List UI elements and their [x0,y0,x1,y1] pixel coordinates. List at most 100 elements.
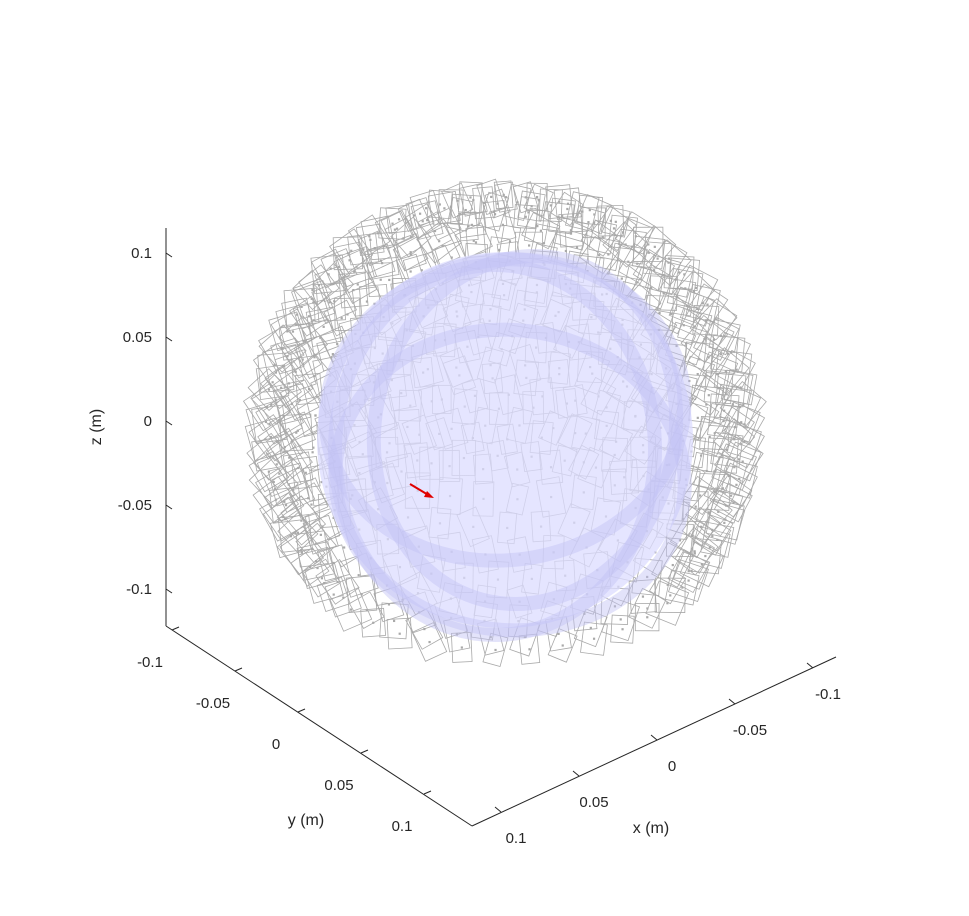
sensor-coil [616,228,647,265]
sensor-center [705,403,708,406]
sensor-center [636,281,639,284]
sensor-center [652,269,656,272]
sensor-coil [294,372,324,405]
sensor-center [624,243,627,246]
sensor-coil [329,587,373,632]
sensor-coil [523,207,551,245]
sensor-center [365,609,368,612]
sensor-coil [723,369,758,406]
sensor-coil [558,212,584,248]
sensor-center [607,253,610,256]
sensor-coil [268,311,307,352]
sensor-center [592,637,596,640]
sensor-center [304,471,307,474]
sensor-center [314,559,318,563]
sensor-coil [316,576,351,613]
sensor-coil [367,262,395,298]
sensor-coil [324,577,362,618]
sensor-coil [663,255,695,290]
sensor-center [332,593,335,596]
sensor-coil [674,532,715,574]
sensor-coil [277,512,319,554]
sensor-center [619,618,622,621]
sensor-center [536,225,539,228]
dipole-head [424,491,434,498]
sensor-coil [669,513,714,559]
sensor-center [271,381,274,384]
sensor-coil [705,498,745,541]
sensor-coil [280,495,320,536]
sensor-coil [274,349,317,395]
sensor-coil [600,205,631,238]
sensor-center [606,272,610,275]
sensor-center [558,200,561,203]
sensor-center [697,358,700,361]
x-tick-label: -0.1 [815,686,841,703]
sensor-coil [259,492,308,542]
sensor-center [601,236,604,239]
sensor-center [690,534,694,538]
sensor-center [739,405,742,409]
sensor-center [669,312,673,315]
sensor-coil [332,236,364,271]
sensor-center [268,423,271,426]
sensor-center [662,274,665,277]
sensor-center [291,330,295,333]
sensor-center [564,249,567,253]
sensor-center [283,500,286,503]
sensor-coil [397,198,431,233]
sensor-coil [302,558,342,598]
sensor-center [321,525,324,528]
sensor-coil [304,508,341,545]
sensor-center [322,325,325,328]
sensor-coil [476,178,506,215]
sensor-center [743,423,746,426]
sensor-center [275,463,278,466]
sensor-center [566,207,569,211]
sensor-center [696,373,699,376]
sensor-center [300,305,303,308]
sensor-center [708,546,711,549]
sensor-center [528,244,531,247]
z-axis-label: z (m) [88,409,105,445]
sensor-coil [295,522,337,565]
y-tick-label: -0.1 [137,654,163,671]
sensor-coil [574,194,614,235]
sensor-center [693,552,696,555]
sensor-center [424,207,428,210]
sensor-center [464,208,467,212]
sensor-center [295,431,298,434]
sensor-center [290,402,294,406]
sensor-coil [264,358,314,409]
sensor-coil [251,404,288,444]
sensor-center [301,358,304,361]
sensor-coil [654,577,686,613]
sensor-coil [564,230,589,265]
sensor-center [278,472,281,475]
sensor-center [687,579,690,582]
sensor-coil [411,622,448,662]
sensor-coil [252,343,296,387]
sensor-center [735,483,738,486]
sensor-center [723,521,726,524]
sensor-center [557,216,560,219]
sensor-center [417,611,421,614]
sensor-center [421,220,424,223]
sensor-center [320,480,323,484]
sensor-center [721,454,724,457]
sensor-center [307,497,310,500]
sensor-center [264,420,268,423]
sensor-coil [610,614,635,644]
sensor-center [707,511,711,514]
sensor-center [443,207,446,210]
sensor-coil [252,440,301,489]
sensor-center [704,319,708,322]
sensor-coil [298,264,340,307]
sensor-center [537,199,540,202]
sensor-coil [702,316,740,356]
sensor-center [726,352,729,355]
sensor-coil [410,200,444,240]
y-axis-label: y (m) [288,812,324,829]
sensor-center [682,324,685,327]
sensor-center [524,215,527,218]
